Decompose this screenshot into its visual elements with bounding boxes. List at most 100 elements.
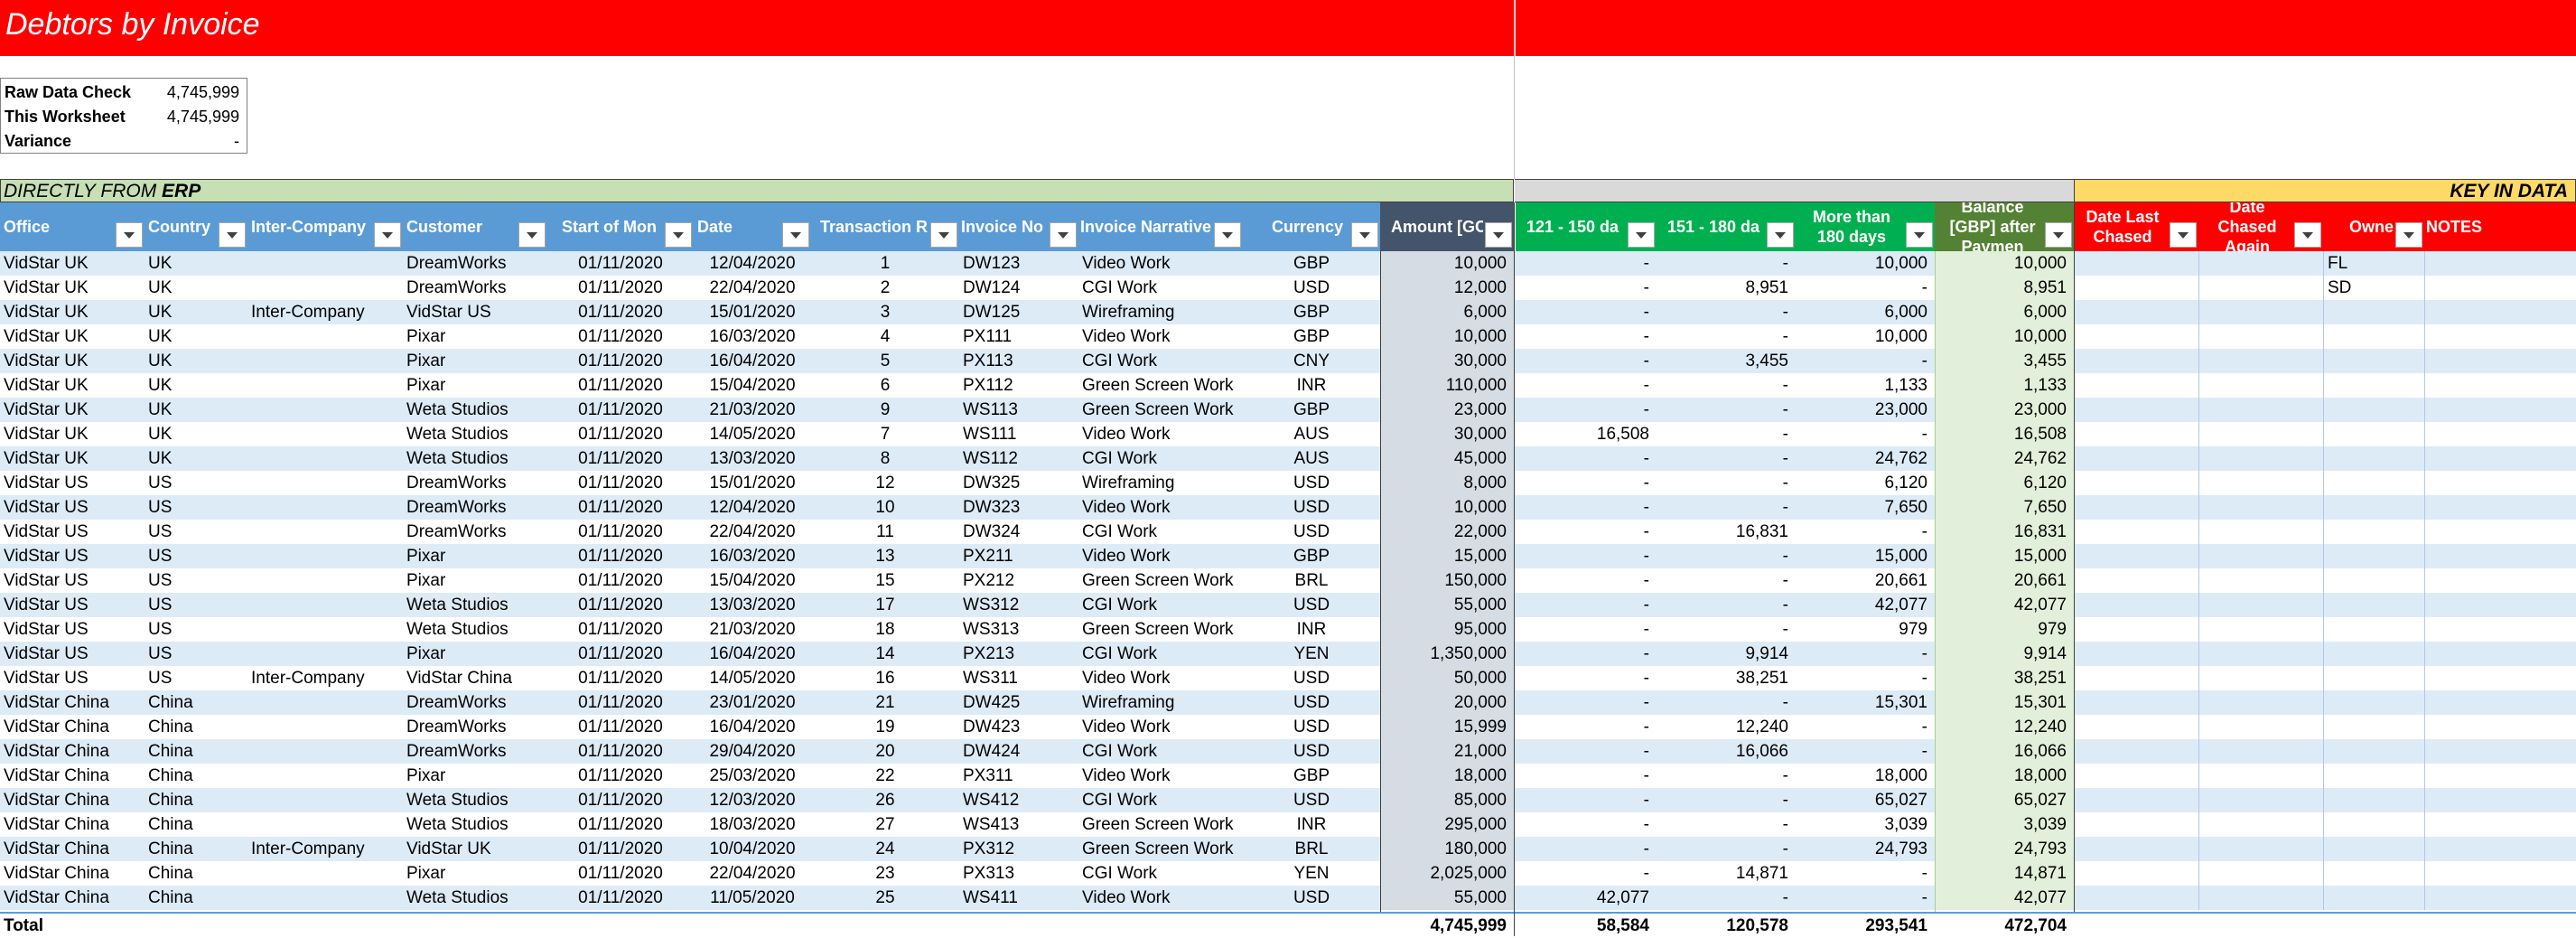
intercompany-cell[interactable] — [247, 739, 403, 764]
transaction-cell[interactable]: 24 — [875, 840, 895, 858]
days-151-180-cell[interactable]: - — [1782, 425, 1788, 444]
office-cell[interactable]: VidStar UK — [4, 400, 89, 419]
customer-cell[interactable]: Weta Studios — [406, 888, 509, 907]
invoice-no-cell[interactable]: WS311 — [963, 669, 1018, 688]
invoice-narrative-cell[interactable]: CGI Work — [1082, 449, 1158, 468]
transaction-cell[interactable]: 3 — [880, 303, 891, 322]
invoice-no-cell[interactable]: PX313 — [963, 864, 1015, 883]
owner-cell[interactable] — [2323, 739, 2424, 764]
days-over-180-cell[interactable]: - — [1921, 278, 1927, 297]
days-over-180-cell[interactable]: - — [1921, 522, 1927, 541]
office-cell[interactable]: VidStar UK — [4, 352, 89, 371]
days-121-150-cell[interactable]: - — [1643, 547, 1649, 566]
customer-cell[interactable]: Pixar — [406, 327, 446, 346]
office-cell[interactable]: VidStar China — [4, 864, 109, 883]
country-cell[interactable]: UK — [148, 400, 173, 419]
date-chased-again-cell[interactable] — [2198, 276, 2323, 300]
transaction-cell[interactable]: 10 — [875, 498, 895, 517]
invoice-narrative-cell[interactable]: CGI Work — [1082, 352, 1158, 371]
office-cell[interactable]: VidStar UK — [4, 278, 89, 297]
date-last-chased-cell[interactable] — [2074, 300, 2198, 324]
header-amount[interactable]: Amount [GC — [1380, 202, 1514, 251]
amount-cell[interactable]: 2,025,000 — [1380, 861, 1514, 886]
country-cell[interactable]: UK — [148, 352, 173, 371]
header-151-180-days[interactable]: 151 - 180 da — [1657, 202, 1796, 251]
office-cell[interactable]: VidStar China — [4, 718, 109, 736]
date-last-chased-cell[interactable] — [2074, 861, 2198, 886]
customer-cell[interactable]: DreamWorks — [406, 693, 507, 712]
office-cell[interactable]: VidStar UK — [4, 425, 89, 444]
transaction-cell[interactable]: 17 — [875, 596, 895, 614]
start-of-month-cell[interactable]: 01/11/2020 — [578, 425, 663, 444]
filter-dropdown-icon[interactable] — [2170, 222, 2197, 248]
header-date-last-chased[interactable]: Date Last Chased — [2074, 202, 2198, 251]
office-cell[interactable]: VidStar UK — [4, 303, 89, 322]
invoice-narrative-cell[interactable]: Wireframing — [1082, 693, 1175, 712]
days-over-180-cell[interactable]: 10,000 — [1874, 254, 1927, 273]
intercompany-cell[interactable] — [247, 690, 403, 715]
date-cell[interactable]: 22/04/2020 — [709, 522, 796, 541]
intercompany-cell[interactable]: Inter-Company — [251, 669, 365, 688]
intercompany-cell[interactable] — [247, 276, 403, 300]
date-last-chased-cell[interactable] — [2074, 715, 2198, 739]
amount-cell[interactable]: 10,000 — [1380, 251, 1514, 276]
intercompany-cell[interactable] — [247, 642, 403, 666]
days-151-180-cell[interactable]: - — [1782, 815, 1788, 834]
days-over-180-cell[interactable]: - — [1921, 644, 1927, 663]
days-121-150-cell[interactable]: - — [1643, 376, 1649, 395]
amount-cell[interactable]: 1,350,000 — [1380, 642, 1514, 666]
total-more-than-180[interactable]: 293,541 — [1865, 916, 1927, 935]
customer-cell[interactable]: Weta Studios — [406, 596, 509, 614]
currency-cell[interactable]: GBP — [1293, 327, 1330, 346]
days-over-180-cell[interactable]: 979 — [1899, 620, 1927, 639]
customer-cell[interactable]: DreamWorks — [406, 742, 507, 761]
currency-cell[interactable]: GBP — [1293, 400, 1330, 419]
intercompany-cell[interactable] — [247, 544, 403, 568]
notes-cell[interactable] — [2424, 422, 2576, 446]
office-cell[interactable]: VidStar UK — [4, 449, 89, 468]
invoice-no-cell[interactable]: DW325 — [963, 474, 1021, 492]
date-chased-again-cell[interactable] — [2198, 446, 2323, 471]
total-amount[interactable]: 4,745,999 — [1430, 916, 1507, 935]
start-of-month-cell[interactable]: 01/11/2020 — [578, 815, 663, 834]
customer-cell[interactable]: Weta Studios — [406, 449, 509, 468]
header-start-of-month[interactable]: Start of Mon — [547, 202, 694, 251]
days-151-180-cell[interactable]: 16,831 — [1735, 522, 1788, 541]
start-of-month-cell[interactable]: 01/11/2020 — [578, 571, 663, 590]
office-cell[interactable]: VidStar China — [4, 742, 109, 761]
days-121-150-cell[interactable]: 42,077 — [1596, 888, 1649, 907]
date-last-chased-cell[interactable] — [2074, 520, 2198, 544]
header-office[interactable]: Office — [0, 202, 145, 251]
start-of-month-cell[interactable]: 01/11/2020 — [578, 791, 663, 810]
balance-cell[interactable]: 7,650 — [1935, 495, 2074, 520]
header-invoice-no[interactable]: Invoice No — [959, 202, 1078, 251]
days-over-180-cell[interactable]: 23,000 — [1874, 400, 1927, 419]
invoice-no-cell[interactable]: WS111 — [963, 425, 1017, 444]
invoice-no-cell[interactable]: WS413 — [963, 815, 1020, 834]
intercompany-cell[interactable] — [247, 324, 403, 349]
notes-cell[interactable] — [2424, 373, 2576, 398]
days-151-180-cell[interactable]: - — [1782, 400, 1788, 419]
transaction-cell[interactable]: 13 — [875, 547, 895, 566]
header-balance-gbp[interactable]: Balance [GBP] after Paymen — [1935, 202, 2074, 251]
intercompany-cell[interactable] — [247, 349, 403, 373]
date-last-chased-cell[interactable] — [2074, 422, 2198, 446]
notes-cell[interactable] — [2424, 446, 2576, 471]
header-invoice-narrative[interactable]: Invoice Narrative — [1078, 202, 1243, 251]
filter-dropdown-icon[interactable] — [1050, 222, 1077, 248]
filter-dropdown-icon[interactable] — [1485, 222, 1512, 248]
days-over-180-cell[interactable]: 6,120 — [1884, 474, 1927, 492]
invoice-narrative-cell[interactable]: CGI Work — [1082, 522, 1158, 541]
header-currency[interactable]: Currency — [1243, 202, 1380, 251]
amount-cell[interactable]: 15,999 — [1380, 715, 1514, 739]
start-of-month-cell[interactable]: 01/11/2020 — [578, 522, 663, 541]
date-cell[interactable]: 15/04/2020 — [709, 571, 796, 590]
notes-cell[interactable] — [2424, 324, 2576, 349]
days-121-150-cell[interactable]: - — [1643, 498, 1649, 517]
days-151-180-cell[interactable]: - — [1782, 376, 1788, 395]
country-cell[interactable]: US — [148, 620, 173, 639]
currency-cell[interactable]: USD — [1293, 693, 1330, 712]
days-121-150-cell[interactable]: - — [1643, 400, 1649, 419]
customer-cell[interactable]: Pixar — [406, 352, 446, 371]
days-151-180-cell[interactable]: - — [1782, 693, 1788, 712]
